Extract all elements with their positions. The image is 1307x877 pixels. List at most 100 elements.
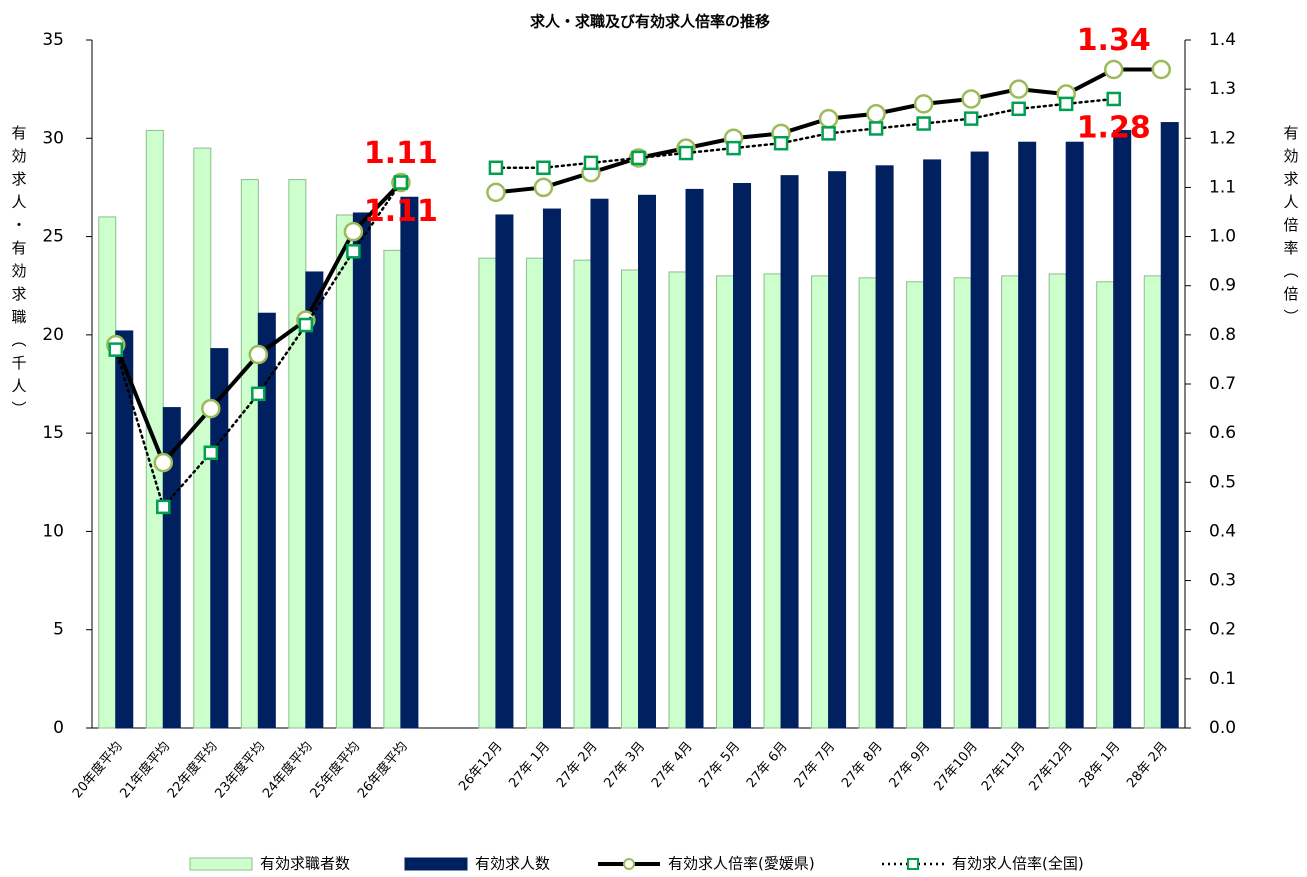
chart-title: 求人・求職及び有効求人倍率の推移 (530, 13, 770, 31)
marker (536, 160, 551, 176)
marker (156, 499, 171, 515)
y2-tick-label: 0.8 (1209, 325, 1236, 345)
marker (961, 89, 981, 109)
marker (583, 155, 599, 171)
bar (923, 159, 942, 729)
marker (868, 121, 884, 136)
marker (818, 108, 839, 129)
bar (953, 277, 972, 729)
marker (1011, 101, 1026, 117)
bar (98, 216, 117, 729)
x-tick-label: 27年 5月 (696, 739, 743, 791)
bar (400, 196, 419, 729)
bar (162, 407, 181, 729)
x-tick-label: 27年 6月 (744, 739, 791, 791)
x-tick-label: 27年11月 (979, 739, 1028, 794)
y2-tick-label: 0.2 (1209, 620, 1236, 640)
bar (495, 214, 514, 729)
marker (488, 160, 504, 176)
y-tick-label: 25 (42, 227, 64, 247)
marker (1106, 91, 1121, 107)
bar (590, 198, 609, 729)
bar (335, 214, 354, 729)
legend-label: 有効求人数 (475, 855, 550, 873)
x-tick-label: 27年 7月 (792, 739, 839, 791)
y2-tick-label: 1.3 (1209, 79, 1236, 99)
bar (478, 257, 497, 729)
marker (1151, 59, 1171, 80)
marker (916, 116, 931, 131)
marker (248, 344, 269, 365)
marker (913, 94, 934, 114)
bar (193, 147, 212, 729)
bar (383, 249, 402, 729)
y2-tick-label: 1.1 (1209, 177, 1236, 197)
marker (773, 135, 789, 151)
marker (298, 317, 314, 333)
marker (153, 452, 174, 473)
bar (1001, 275, 1020, 729)
marker (963, 111, 979, 126)
marker (866, 103, 886, 124)
value-label: 1.34 (1077, 23, 1151, 58)
legend-label: 有効求人倍率(愛媛県) (668, 855, 815, 873)
bar (305, 271, 324, 729)
marker (251, 386, 266, 402)
bar (621, 269, 639, 729)
marker (1103, 59, 1124, 80)
marker (486, 182, 506, 203)
y-tick-label: 0 (53, 718, 64, 738)
bar (970, 151, 989, 729)
x-tick-label: 28年 2月 (1124, 739, 1171, 791)
x-tick-label: 27年 9月 (887, 739, 934, 791)
y2-tick-label: 1.4 (1209, 30, 1236, 50)
bar (668, 271, 687, 729)
bar (115, 330, 134, 729)
y2-tick-label: 0.3 (1209, 571, 1236, 591)
bar (875, 165, 894, 729)
x-tick-label: 26年度平均 (354, 739, 410, 802)
bar (716, 275, 735, 729)
marker (203, 445, 219, 461)
bar (573, 259, 592, 729)
bar (858, 277, 877, 729)
bar (1018, 141, 1037, 729)
value-label: 1.28 (1077, 110, 1151, 145)
bar (1096, 281, 1115, 729)
bar (240, 179, 259, 729)
value-label: 1.11 (364, 136, 438, 171)
bar (685, 188, 704, 729)
y-tick-label: 15 (42, 423, 64, 443)
marker (533, 177, 554, 198)
y2-tick-label: 0.1 (1209, 669, 1236, 689)
bar (828, 171, 847, 729)
bar (288, 179, 307, 729)
y2-tick-label: 0.4 (1209, 521, 1236, 541)
legend-swatch (189, 857, 253, 871)
bar (1160, 122, 1179, 729)
marker (1008, 79, 1029, 99)
bar (1065, 141, 1084, 729)
marker (821, 126, 836, 141)
bar (1113, 129, 1132, 729)
y2-tick-label: 0.0 (1209, 718, 1236, 738)
x-tick-label: 27年 1月 (506, 739, 553, 791)
y2-tick-label: 1.2 (1209, 128, 1236, 148)
y-tick-label: 10 (42, 521, 64, 541)
bar (1143, 275, 1162, 729)
bar (763, 273, 782, 729)
legend-swatch (404, 857, 468, 871)
marker (631, 150, 646, 166)
bar (733, 182, 752, 729)
bar (210, 348, 229, 729)
legend-marker (623, 858, 635, 870)
bar (525, 257, 544, 729)
marker (1058, 96, 1074, 112)
x-tick-label: 28年 1月 (1077, 739, 1124, 791)
y2-tick-label: 0.7 (1209, 374, 1236, 394)
marker (346, 244, 361, 259)
bar (352, 212, 371, 729)
bar (811, 275, 830, 729)
marker (726, 140, 741, 156)
